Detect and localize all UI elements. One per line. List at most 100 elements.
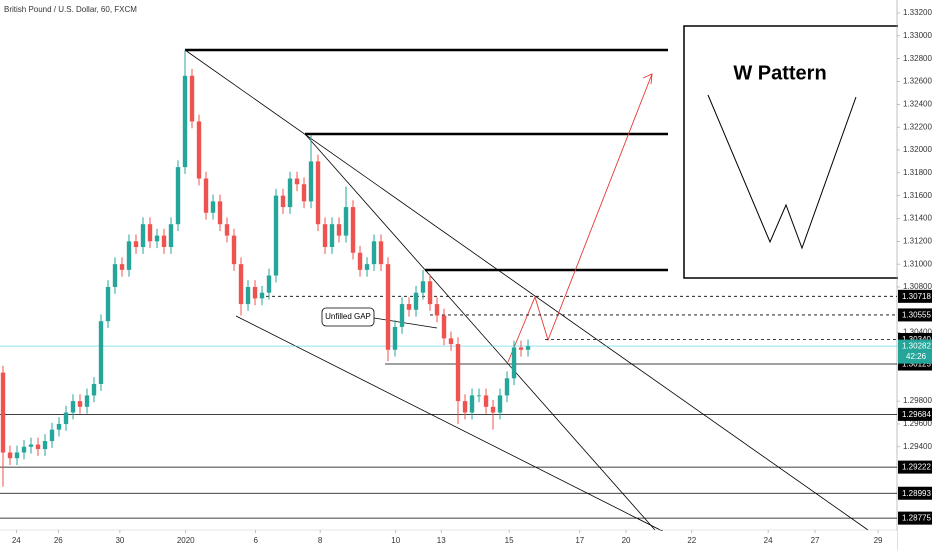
candle-body <box>301 184 307 202</box>
y-tick-label: 1.32800 <box>903 54 932 63</box>
y-tick-label: 1.31600 <box>903 191 932 200</box>
candle-body <box>28 444 34 447</box>
candle-body <box>224 224 230 236</box>
price-axis-bg <box>898 0 932 550</box>
x-tick-label: 29 <box>874 536 883 545</box>
candle-body <box>308 161 314 202</box>
price-label-bg <box>898 511 932 525</box>
candle-body <box>161 235 167 248</box>
x-tick-label: 13 <box>437 536 446 545</box>
price-label-bg <box>898 289 932 303</box>
candle-body <box>385 264 391 350</box>
candle-body <box>441 315 447 339</box>
price-label-bg <box>898 407 932 421</box>
candle-body <box>392 326 398 350</box>
candle-body <box>280 195 286 208</box>
candle-body <box>259 292 265 299</box>
candle-body <box>133 241 139 248</box>
candle-body <box>77 401 83 407</box>
y-tick-label: 1.32200 <box>903 122 932 131</box>
candle-body <box>231 235 237 265</box>
candle-body <box>378 241 384 265</box>
price-label-bg <box>898 460 932 474</box>
price-label: 1.28993 <box>902 489 931 498</box>
projection-arrowhead <box>642 73 653 85</box>
price-label: 1.28775 <box>902 514 931 523</box>
y-tick-label: 1.32000 <box>903 145 932 154</box>
y-tick-label: 1.33200 <box>903 8 932 17</box>
candle-body <box>329 224 335 248</box>
y-tick-label: 1.32600 <box>903 77 932 86</box>
candle-body <box>182 75 188 168</box>
y-tick-label: 1.31200 <box>903 236 932 245</box>
price-label-bg <box>898 486 932 500</box>
candle-body <box>266 275 272 293</box>
candle-body <box>448 338 454 345</box>
last-price-label: 1.30282 <box>902 342 931 351</box>
candle-body <box>252 286 258 299</box>
x-tick-label: 22 <box>687 536 696 545</box>
last-price-bg <box>898 339 932 364</box>
price-label: 1.29222 <box>902 463 931 472</box>
candle-body <box>322 224 328 248</box>
candle-body <box>483 395 489 407</box>
candle-body <box>21 446 27 453</box>
candle-body <box>357 252 363 270</box>
candle-body <box>112 264 118 287</box>
candle-body <box>14 452 20 459</box>
candle-body <box>287 178 293 208</box>
x-tick-label: 30 <box>115 536 124 545</box>
price-label: 1.30555 <box>902 311 931 320</box>
candle-body <box>406 304 412 310</box>
trend-line <box>304 133 656 531</box>
candle-body <box>497 395 503 413</box>
projection-path <box>507 73 653 363</box>
candle-body <box>462 401 468 413</box>
candle-body <box>49 429 55 442</box>
candle-body <box>455 344 461 402</box>
candle-body <box>119 264 125 270</box>
w-shape <box>707 94 857 250</box>
candle-body <box>91 384 97 396</box>
candle-body <box>98 321 104 385</box>
candle-body <box>434 304 440 316</box>
candle-body <box>210 201 216 213</box>
price-label: 1.29684 <box>902 410 931 419</box>
candle-body <box>84 395 90 407</box>
candle-body <box>56 423 62 430</box>
candle-body <box>350 207 356 253</box>
candle-body <box>371 241 377 265</box>
candle-body <box>399 304 405 327</box>
candle-body <box>469 395 475 413</box>
drawings <box>184 25 932 546</box>
x-tick-label: 6 <box>253 536 258 545</box>
candle-body <box>490 406 496 413</box>
candle-body <box>476 395 482 397</box>
y-tick-label: 1.30400 <box>903 328 932 337</box>
candle-body <box>7 452 13 459</box>
y-tick-label: 1.29400 <box>903 442 932 451</box>
callout-pointer <box>373 317 438 329</box>
candle-body <box>42 441 48 450</box>
y-tick-label: 1.29600 <box>903 419 932 428</box>
candle-body <box>217 201 223 225</box>
candle-body <box>154 235 160 242</box>
candle-body <box>525 346 531 350</box>
candle-body <box>315 161 321 225</box>
candle-body <box>420 281 426 293</box>
time-axis-bg <box>0 531 897 550</box>
x-tick-label: 10 <box>391 536 400 545</box>
candle-body <box>518 347 524 350</box>
candle-body <box>343 207 349 236</box>
chart-title: British Pound / U.S. Dollar, 60, FXCM <box>4 5 137 14</box>
x-tick-label: 20 <box>622 536 631 545</box>
candle-body <box>336 224 342 236</box>
x-tick-label: 27 <box>811 536 820 545</box>
callout-box <box>321 307 375 327</box>
candle-body <box>126 241 132 270</box>
candle-body <box>273 195 279 276</box>
annotation: W Pattern <box>733 62 826 84</box>
candle-body <box>189 75 195 122</box>
